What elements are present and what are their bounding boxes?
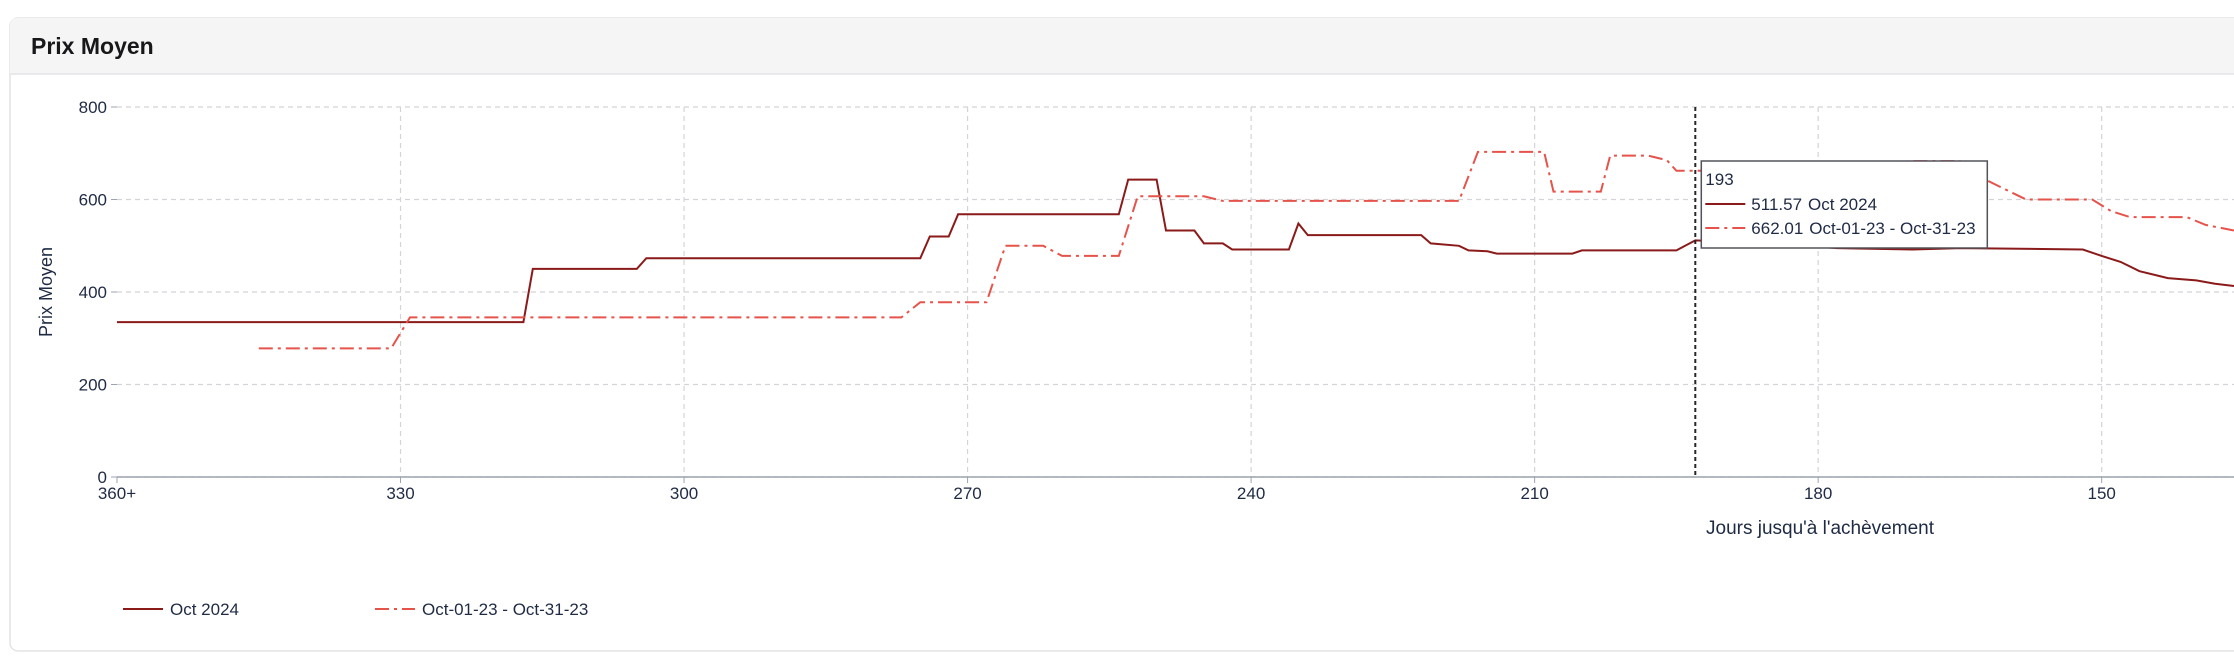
x-tick-label: 150 — [2088, 484, 2116, 503]
tooltip-title: 193 — [1705, 170, 1733, 189]
x-tick-label: 330 — [386, 484, 414, 503]
plot — [117, 150, 2234, 350]
x-tick-label: 240 — [1237, 484, 1265, 503]
y-axis-label: Prix Moyen — [36, 247, 56, 337]
x-tick-label: 360+ — [98, 484, 136, 503]
y-tick-label: 400 — [79, 283, 107, 302]
tooltip-value: 511.57 — [1751, 195, 1802, 214]
y-tick-label: 0 — [98, 468, 107, 487]
tooltip-entry: 511.57 Oct 2024 — [1751, 195, 1877, 214]
x-tick-label: 180 — [1804, 484, 1832, 503]
series-line — [117, 178, 2234, 324]
card-header — [10, 18, 2234, 74]
tooltip-value: 662.01 — [1751, 219, 1803, 238]
chart-title: Prix Moyen — [31, 33, 154, 59]
tooltip-series: Oct-01-23 - Oct-31-23 — [1809, 219, 1975, 238]
tooltip: 193 511.57 Oct 2024 662.01 Oct-01-23 - Oct-3… — [1694, 107, 1989, 477]
x-tick-label: 270 — [953, 484, 981, 503]
tooltip-series: Oct 2024 — [1808, 195, 1877, 214]
y-tick-label: 200 — [79, 376, 107, 395]
series-line — [258, 150, 2234, 350]
y-tick-label: 800 — [79, 98, 107, 117]
legend: Oct 2024 Oct-01-23 - Oct-31-23 — [123, 600, 588, 619]
y-tick-label: 600 — [79, 191, 107, 210]
x-tick-label: 300 — [670, 484, 698, 503]
x-axis-label: Jours jusqu'à l'achèvement — [1706, 518, 1935, 539]
x-tick-label: 210 — [1520, 484, 1548, 503]
tooltip-box — [1700, 160, 1989, 249]
legend-label: Oct 2024 — [170, 600, 239, 619]
legend-label: Oct-01-23 - Oct-31-23 — [422, 600, 588, 619]
tooltip-entry: 662.01 Oct-01-23 - Oct-31-23 — [1751, 219, 1975, 238]
card-border — [9, 17, 2234, 652]
